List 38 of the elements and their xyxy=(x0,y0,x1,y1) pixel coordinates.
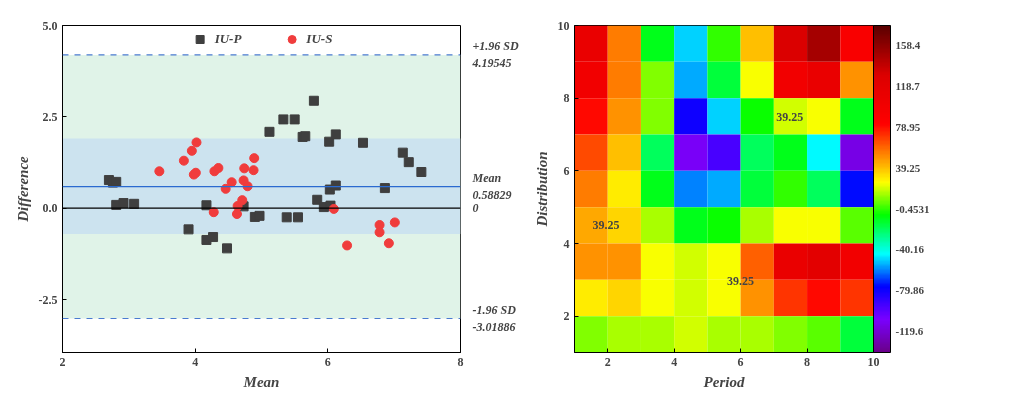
ref-line-label: 0 xyxy=(472,201,479,216)
x-tick-label: 8 xyxy=(804,354,811,369)
x-tick-label: 6 xyxy=(324,354,331,369)
y-tick-label: 6 xyxy=(563,163,570,178)
ref-line-label: +1.96 SD 4.19545 xyxy=(471,39,520,71)
ref-line-label: Mean 0.58829 xyxy=(471,171,512,203)
y-tick-label: 8 xyxy=(563,91,570,106)
y-tick-label: 10 xyxy=(557,18,570,33)
legend-label: IU-P xyxy=(214,31,242,47)
annotation: 39.25 xyxy=(776,110,804,125)
legend-label: IU-S xyxy=(306,31,333,47)
y-tick-label: 2 xyxy=(563,309,570,324)
x-tick-label: 4 xyxy=(671,354,678,369)
color-bar-label: 158.4 xyxy=(895,39,921,52)
annotation: 39.25 xyxy=(726,273,754,288)
x-axis-title: Mean xyxy=(242,373,280,390)
y-tick-label: 2.5 xyxy=(42,109,58,124)
y-tick-label: 5.0 xyxy=(42,18,58,33)
color-bar-label: -79.86 xyxy=(895,284,925,297)
color-bar-label: -119.6 xyxy=(895,325,924,338)
y-tick-label: 0.0 xyxy=(42,201,58,216)
x-tick-label: 10 xyxy=(867,354,880,369)
x-tick-label: 2 xyxy=(604,354,611,369)
annotation: 39.25 xyxy=(592,217,620,232)
x-tick-label: 4 xyxy=(192,354,199,369)
color-bar-label: 78.95 xyxy=(895,120,921,133)
color-bar-label: -40.16 xyxy=(895,243,925,256)
x-tick-label: 6 xyxy=(737,354,744,369)
x-axis-title: Period xyxy=(703,373,745,390)
y-tick-label: 4 xyxy=(563,236,570,251)
y-axis-title: Distribution xyxy=(533,151,550,228)
color-bar-label: 118.7 xyxy=(895,79,921,92)
x-tick-label: 8 xyxy=(457,354,464,369)
color-bar-label: -0.4531 xyxy=(895,202,930,215)
y-axis-title: Difference xyxy=(14,155,31,223)
color-bar-label: 39.25 xyxy=(895,161,921,174)
ref-line-label: -1.96 SD -3.01886 xyxy=(472,303,517,334)
y-tick-label: -2.5 xyxy=(38,292,58,307)
